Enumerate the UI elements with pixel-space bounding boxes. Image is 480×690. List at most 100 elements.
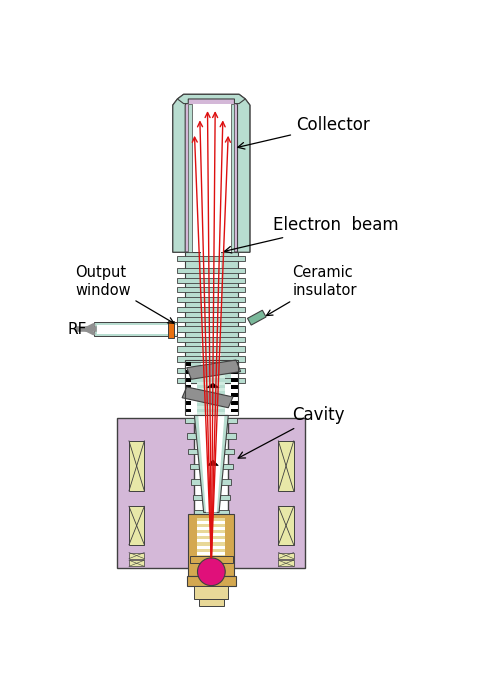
Bar <box>178 256 245 262</box>
Bar <box>178 317 245 322</box>
Bar <box>231 382 238 386</box>
Bar <box>197 536 225 540</box>
Bar <box>278 553 294 559</box>
Bar <box>188 104 234 253</box>
Bar <box>185 386 192 389</box>
Bar <box>231 404 238 408</box>
Bar <box>231 366 238 370</box>
Polygon shape <box>248 310 266 325</box>
Bar <box>168 321 174 337</box>
Bar <box>197 518 225 521</box>
Bar <box>197 540 225 542</box>
Bar <box>278 560 294 566</box>
Bar <box>199 599 224 607</box>
Text: Electron  beam: Electron beam <box>225 216 398 253</box>
Text: Output
window: Output window <box>75 265 174 323</box>
Bar <box>231 397 238 401</box>
Polygon shape <box>182 387 233 408</box>
Bar <box>231 362 238 366</box>
Bar <box>278 441 294 491</box>
Bar <box>178 297 245 302</box>
Bar <box>230 104 234 253</box>
Bar <box>185 393 192 397</box>
Bar <box>231 370 238 374</box>
Polygon shape <box>173 95 250 253</box>
Bar <box>197 397 225 400</box>
Bar <box>194 586 228 599</box>
Bar <box>228 417 305 568</box>
Bar <box>197 530 225 533</box>
Text: Ceramic
insulator: Ceramic insulator <box>266 265 357 315</box>
Polygon shape <box>173 99 188 253</box>
Bar <box>197 409 225 413</box>
Bar <box>188 104 192 253</box>
Bar <box>191 480 231 485</box>
Text: Collector: Collector <box>238 116 370 149</box>
Bar <box>129 553 144 559</box>
Bar <box>197 533 225 536</box>
Bar <box>188 514 234 575</box>
Bar <box>231 377 238 382</box>
Bar <box>94 322 178 336</box>
Circle shape <box>197 558 225 586</box>
Bar <box>185 366 192 370</box>
Bar <box>197 521 225 524</box>
Polygon shape <box>194 415 228 513</box>
Bar <box>231 401 238 404</box>
Text: RF: RF <box>67 322 87 337</box>
Bar <box>231 393 238 397</box>
Polygon shape <box>187 360 240 380</box>
Bar <box>197 403 225 406</box>
Bar <box>197 375 225 379</box>
Bar <box>193 495 230 500</box>
Bar <box>197 524 225 527</box>
Bar <box>188 448 234 454</box>
Bar <box>129 506 144 545</box>
Bar <box>185 408 192 413</box>
Bar <box>185 413 192 416</box>
Bar <box>197 388 225 391</box>
Bar <box>178 268 245 273</box>
Bar <box>197 373 225 375</box>
Bar <box>178 337 245 342</box>
Bar <box>178 326 245 331</box>
Bar <box>185 401 192 404</box>
Bar <box>231 389 238 393</box>
Bar <box>197 394 225 397</box>
Polygon shape <box>207 460 218 466</box>
Bar <box>187 575 236 586</box>
Bar <box>278 506 294 545</box>
Bar <box>197 413 225 415</box>
Bar <box>197 379 225 382</box>
Bar <box>185 404 192 408</box>
Bar <box>185 360 238 415</box>
Bar <box>197 369 225 373</box>
Bar <box>185 377 192 382</box>
Bar <box>231 374 238 377</box>
Bar <box>178 277 245 283</box>
Bar <box>118 417 194 568</box>
Bar <box>197 555 225 558</box>
Bar <box>190 556 233 562</box>
Bar <box>197 391 225 394</box>
Bar <box>231 408 238 413</box>
Bar <box>178 377 245 383</box>
Bar <box>178 368 245 373</box>
Bar <box>178 356 245 362</box>
Bar <box>178 287 245 293</box>
Bar <box>178 346 245 351</box>
Bar <box>129 560 144 566</box>
Bar <box>197 546 225 549</box>
Bar <box>185 382 192 386</box>
Polygon shape <box>198 415 225 513</box>
Bar <box>185 397 192 401</box>
Bar <box>185 374 192 377</box>
Polygon shape <box>207 383 219 388</box>
Bar <box>194 510 228 515</box>
Bar <box>185 417 237 423</box>
Bar <box>187 433 236 439</box>
Polygon shape <box>178 95 245 103</box>
Bar <box>201 253 221 383</box>
Bar <box>231 386 238 389</box>
Bar <box>178 307 245 313</box>
